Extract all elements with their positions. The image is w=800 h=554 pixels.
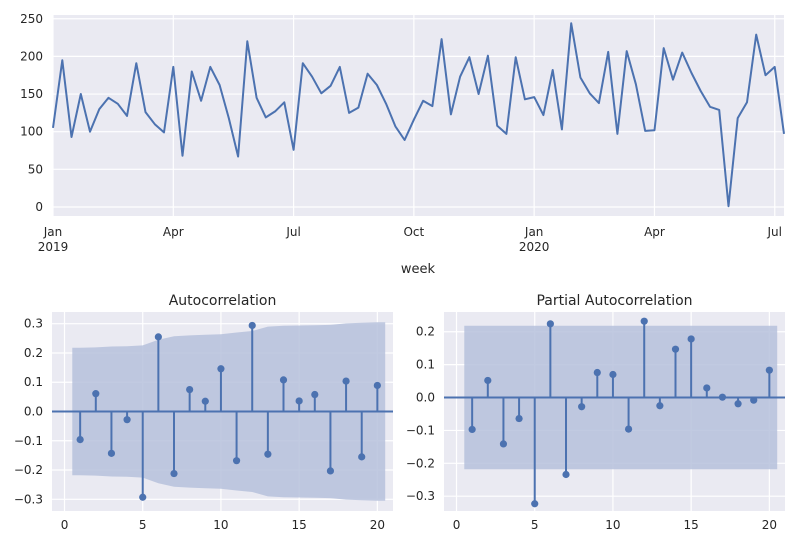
acf-marker	[170, 469, 178, 478]
pacf-marker	[671, 345, 680, 353]
acf-x-tick-label: 0	[61, 518, 69, 532]
timeseries-series	[52, 22, 785, 208]
pacf-marker	[609, 370, 617, 379]
acf-stems	[52, 321, 393, 501]
acf-x-tick-label: 5	[139, 518, 147, 532]
acf-marker	[154, 333, 162, 341]
pacf-panel: Partial Autocorrelation −0.3 −0.2 −0.1 0.0 0…	[406, 293, 785, 532]
timeseries-y-tick-label: 250	[20, 12, 43, 26]
acf-y-ticks: −0.3 −0.2 −0.1 0.0 0.1 0.2 0.3	[14, 317, 43, 507]
pacf-marker	[593, 368, 601, 377]
timeseries-grid	[52, 15, 784, 216]
pacf-y-tick-label: −0.3	[406, 489, 435, 503]
acf-marker	[373, 381, 381, 390]
acf-y-tick-label: 0.2	[24, 346, 43, 360]
timeseries-x-axis-label: week	[401, 262, 436, 277]
pacf-marker	[546, 320, 554, 328]
pacf-title: Partial Autocorrelation	[536, 293, 692, 309]
pacf-marker	[624, 425, 633, 433]
pacf-marker	[499, 440, 508, 448]
pacf-marker	[578, 403, 586, 411]
pacf-marker	[718, 393, 727, 401]
pacf-y-tick-label: 0.1	[416, 358, 435, 372]
pacf-y-tick-label: 0.0	[416, 391, 435, 405]
timeseries-x-tick-label: Jul	[767, 225, 782, 239]
timeseries-y-tick-label: 0	[35, 200, 43, 214]
acf-marker	[107, 449, 116, 457]
acf-marker	[76, 435, 84, 444]
acf-marker	[326, 467, 335, 475]
acf-x-tick-label: 15	[292, 518, 307, 532]
acf-x-tick-label: 10	[213, 518, 228, 532]
pacf-x-tick-label: 15	[684, 518, 699, 532]
acf-marker	[186, 385, 194, 394]
pacf-y-ticks: −0.3 −0.2 −0.1 0.0 0.1 0.2	[406, 325, 435, 503]
timeseries-x-tick-label: Jan	[43, 225, 63, 239]
timeseries-x-tick-label: Oct	[403, 225, 424, 239]
timeseries-x-tick-label: Apr	[163, 225, 184, 239]
series-line	[52, 22, 785, 208]
acf-marker	[279, 376, 288, 384]
pacf-marker	[687, 335, 695, 343]
acf-marker	[311, 390, 319, 399]
pacf-marker	[515, 414, 523, 423]
timeseries-x-tick-year: 2020	[519, 240, 550, 254]
timeseries-x-tick-label: Apr	[644, 225, 665, 239]
pacf-marker	[750, 396, 758, 404]
acf-marker	[201, 397, 209, 405]
timeseries-plot-area	[53, 15, 784, 216]
pacf-x-tick-label: 0	[453, 518, 461, 532]
acf-marker	[217, 365, 225, 373]
acf-marker	[264, 450, 272, 458]
pacf-x-tick-label: 10	[605, 518, 620, 532]
acf-panel: Autocorrelation −0.3 −0.2 −0.1 0.0 0.1 0.2 0.3…	[14, 293, 393, 532]
pacf-marker	[562, 470, 570, 479]
acf-x-tick-label: 20	[370, 518, 385, 532]
acf-marker	[358, 453, 366, 461]
timeseries-y-tick-label: 200	[20, 49, 43, 63]
pacf-marker	[656, 402, 664, 410]
acf-marker	[248, 321, 256, 330]
pacf-y-tick-label: −0.2	[406, 456, 435, 470]
acf-y-tick-label: −0.2	[14, 463, 43, 477]
pacf-x-tick-label: 5	[531, 518, 539, 532]
acf-marker	[92, 390, 100, 398]
timeseries-y-ticks: 0 50 100 150 200 250	[20, 12, 43, 214]
pacf-marker	[703, 384, 711, 392]
timeseries-x-tick-label: Jan	[524, 225, 544, 239]
acf-x-ticks: 0 5 10 15 20	[61, 518, 385, 532]
acf-y-tick-label: −0.3	[14, 492, 43, 506]
pacf-marker	[531, 500, 539, 508]
timeseries-y-tick-label: 100	[20, 125, 43, 139]
acf-y-tick-label: 0.1	[24, 375, 43, 389]
pacf-marker	[468, 425, 476, 434]
acf-marker	[139, 493, 147, 501]
pacf-x-tick-label: 20	[762, 518, 777, 532]
acf-marker	[295, 397, 303, 405]
pacf-marker	[484, 376, 492, 385]
pacf-marker	[734, 400, 742, 408]
timeseries-y-tick-label: 50	[28, 162, 43, 176]
acf-y-tick-label: 0.3	[24, 317, 43, 331]
pacf-stems	[444, 317, 785, 508]
acf-y-tick-label: −0.1	[14, 434, 43, 448]
acf-y-tick-label: 0.0	[24, 405, 43, 419]
pacf-marker	[640, 317, 648, 325]
acf-title: Autocorrelation	[169, 293, 277, 309]
acf-marker	[232, 457, 241, 465]
pacf-marker	[765, 366, 773, 374]
timeseries-x-tick-label: Jul	[285, 225, 300, 239]
pacf-x-ticks: 0 5 10 15 20	[453, 518, 777, 532]
pacf-y-tick-label: 0.2	[416, 325, 435, 339]
acf-marker	[123, 416, 131, 424]
timeseries-y-tick-label: 150	[20, 87, 43, 101]
pacf-y-tick-label: −0.1	[406, 423, 435, 437]
timeseries-x-tick-year: 2019	[38, 240, 69, 254]
acf-marker	[342, 377, 350, 385]
